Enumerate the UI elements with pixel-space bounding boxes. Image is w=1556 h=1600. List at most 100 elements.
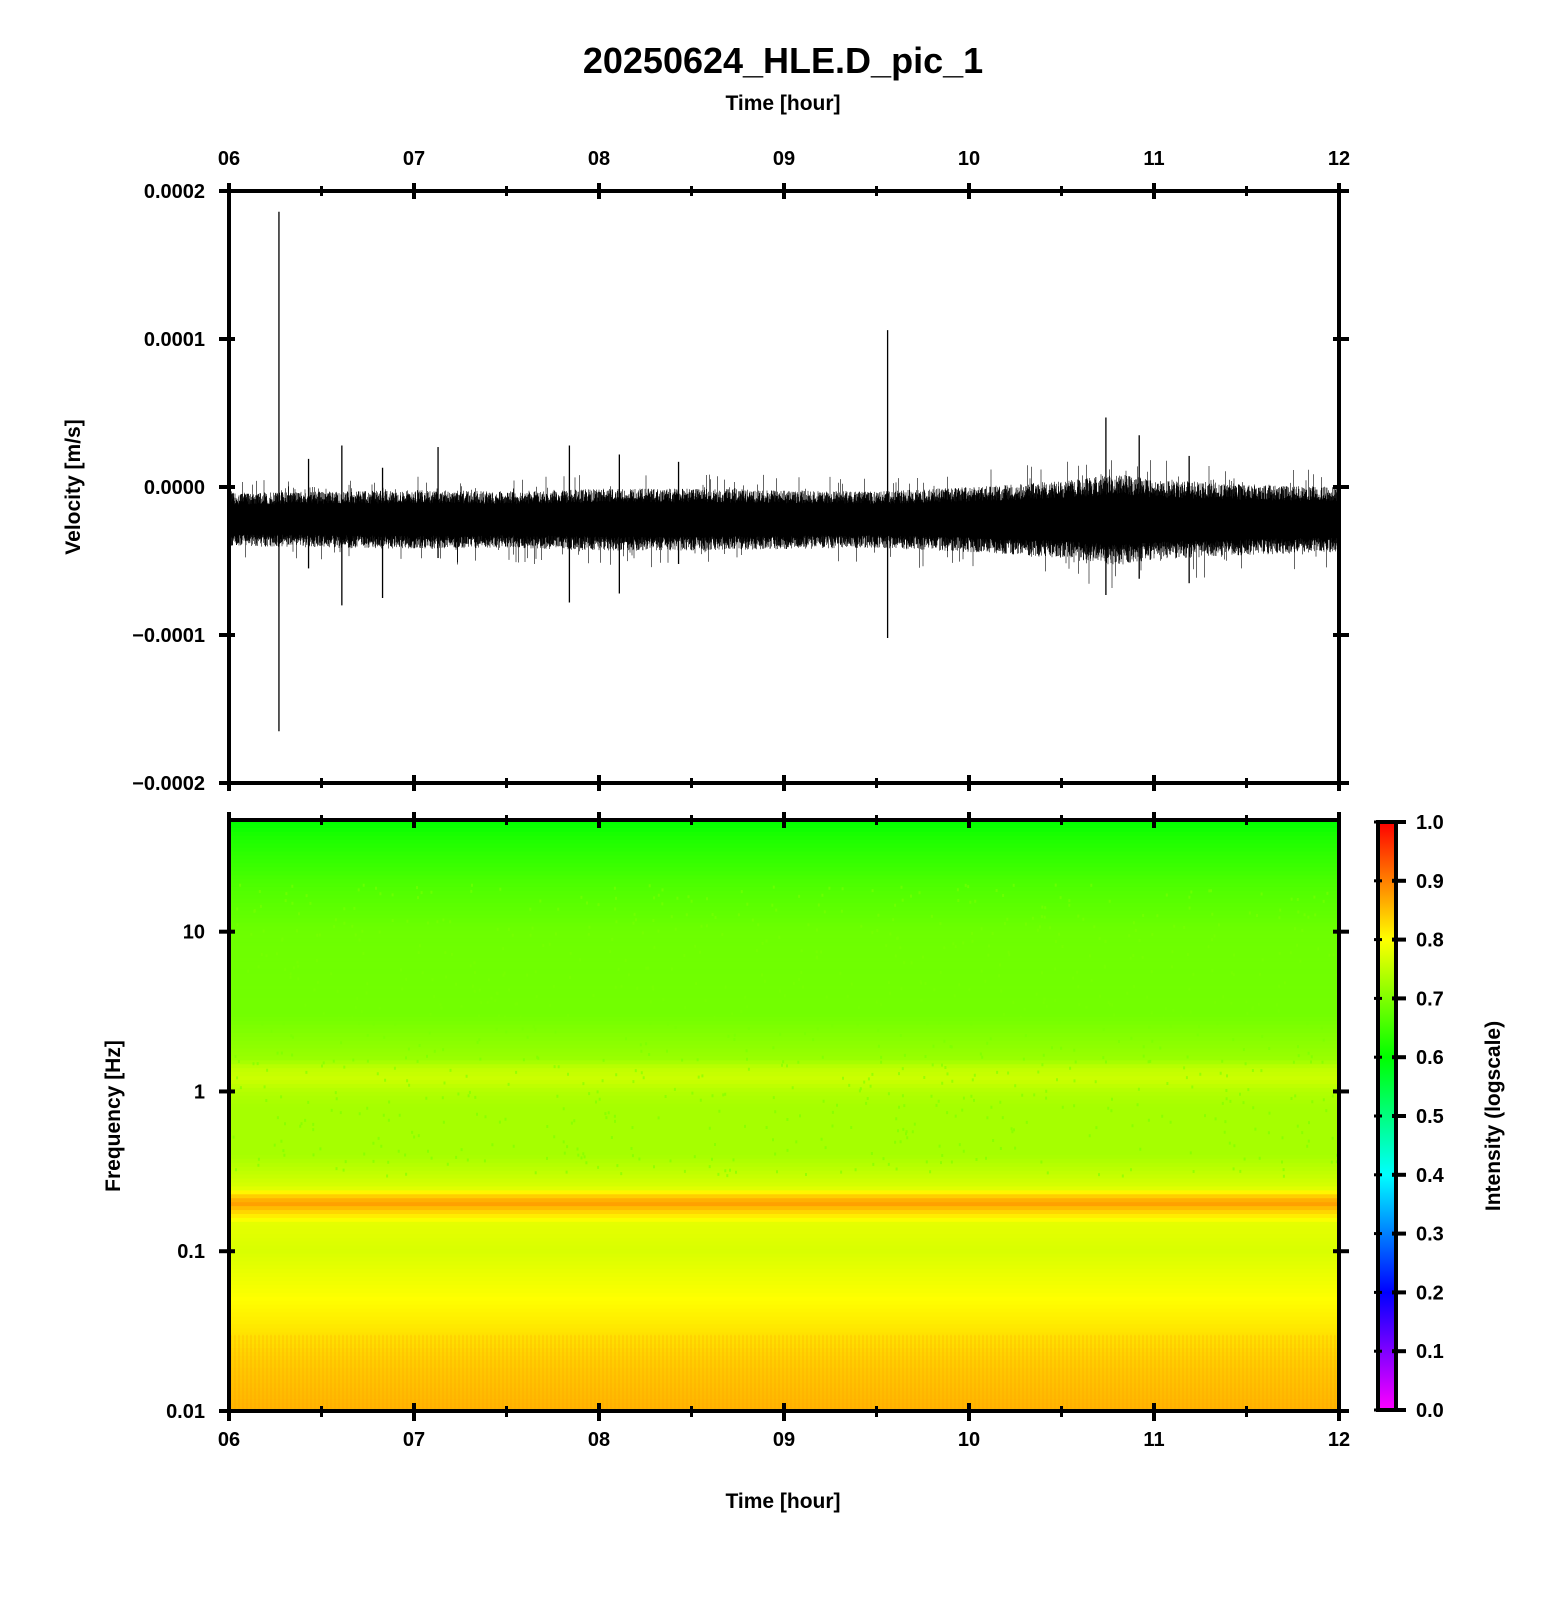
spectrogram-row <box>229 1241 1339 1247</box>
spectrogram-row <box>229 1355 1339 1361</box>
spectrogram-row <box>229 1186 1339 1191</box>
spectrogram-row <box>229 989 1339 994</box>
spectrogram-row <box>229 1150 1339 1156</box>
spectrogram-row <box>229 1225 1339 1231</box>
colorbar-tick-label: 0.0 <box>1416 1400 1444 1422</box>
spectrogram-row <box>229 969 1339 975</box>
spectrogram-row <box>229 1009 1339 1014</box>
figure-title: 20250624_HLE.D_pic_1 <box>583 40 983 81</box>
spectrogram-row <box>229 1304 1339 1310</box>
spectrogram-row <box>229 1308 1339 1314</box>
spectrogram-row <box>229 1107 1339 1113</box>
spectrogram-row <box>229 1127 1339 1132</box>
spectrogram-row <box>229 1182 1339 1188</box>
spectrogram-row <box>229 1371 1339 1377</box>
spectrogram-row <box>229 1316 1339 1321</box>
spectrogram-row <box>229 910 1339 916</box>
spectrogram-row <box>229 894 1339 900</box>
spectrogram-row <box>229 875 1339 880</box>
spectrogram-row <box>229 1143 1339 1148</box>
spectrogram-row <box>229 1217 1339 1223</box>
spectrogram-row <box>229 1194 1339 1199</box>
spectrogram-row <box>229 1273 1339 1278</box>
spectrogram-row <box>229 1344 1339 1349</box>
spectrogram-row <box>229 973 1339 979</box>
spectrogram-row <box>229 1253 1339 1258</box>
spectrogram-row <box>229 1399 1339 1404</box>
waveform-x-tick-label: 08 <box>588 148 610 170</box>
spectrogram-row <box>229 855 1339 860</box>
waveform-y-tick-label: −0.0001 <box>132 625 205 647</box>
spectrogram-row <box>229 1367 1339 1373</box>
waveform-panel: 06 07 08 09 10 11 12 −0.0002 −0.0001 0.0000 0.000… <box>62 148 1350 795</box>
spectrogram-row <box>229 851 1339 857</box>
spectrogram-row <box>229 827 1339 833</box>
spectrogram-row <box>229 1237 1339 1243</box>
spectrogram-row <box>229 1170 1339 1176</box>
spectrogram-row <box>229 1072 1339 1077</box>
spectrogram-plot-area <box>229 820 1339 1412</box>
spectrogram-row <box>229 1249 1339 1254</box>
spectrogram-y-tick-label: 10 <box>183 922 205 944</box>
spectrogram-row <box>229 1056 1339 1061</box>
spectrogram-row <box>229 1202 1339 1207</box>
spectrogram-row <box>229 1210 1339 1215</box>
spectrogram-row <box>229 1076 1339 1081</box>
spectrogram-row <box>229 1190 1339 1195</box>
spectrogram-row <box>229 1375 1339 1381</box>
spectrogram-row <box>229 1135 1339 1140</box>
spectrogram-row <box>229 886 1339 892</box>
spectrogram-row <box>229 1300 1339 1306</box>
spectrogram-row <box>229 839 1339 845</box>
spectrogram-x-tick-label: 12 <box>1328 1429 1350 1451</box>
colorbar-tick-label: 0.2 <box>1416 1282 1444 1304</box>
waveform-x-tick-label: 12 <box>1328 148 1350 170</box>
spectrogram-row <box>229 1178 1339 1184</box>
spectrogram-row <box>229 1064 1339 1069</box>
spectrogram-row <box>229 961 1339 967</box>
spectrogram-row <box>229 867 1339 872</box>
spectrogram-row <box>229 1174 1339 1180</box>
spectrogram-row <box>229 1147 1339 1152</box>
waveform-x-tick-label: 11 <box>1143 148 1164 170</box>
waveform-top-x-ticks: 06 07 08 09 10 11 12 <box>218 148 1350 791</box>
spectrogram-row <box>229 1265 1339 1270</box>
spectrogram-row <box>229 1257 1339 1262</box>
spectrogram-row <box>229 1095 1339 1101</box>
spectrogram-row <box>229 1123 1339 1128</box>
waveform-x-tick-label: 09 <box>773 148 795 170</box>
spectrogram-row <box>229 1115 1339 1121</box>
waveform-y-ticks: −0.0002 −0.0001 0.0000 0.0001 0.0002 <box>132 181 1349 795</box>
spectrogram-row <box>229 938 1339 943</box>
spectrogram-row <box>229 1332 1339 1337</box>
spectrogram-x-tick-label: 11 <box>1143 1429 1164 1451</box>
spectrogram-row <box>229 863 1339 868</box>
spectrogram-x-tick-label: 09 <box>773 1429 795 1451</box>
spectrogram-row <box>229 946 1339 951</box>
colorbar-tick-label: 0.9 <box>1416 871 1444 893</box>
spectrogram-row <box>229 934 1339 939</box>
spectrogram-row <box>229 1083 1339 1089</box>
spectrogram-row <box>229 1032 1339 1038</box>
spectrogram-row <box>229 1296 1339 1302</box>
spectrogram-row <box>229 1261 1339 1266</box>
colorbar: 0.0 0.1 0.2 0.3 0.4 0.5 0.6 0.7 0.8 0.9 1.0 Intens… <box>1374 812 1505 1422</box>
spectrogram-row <box>229 1103 1339 1109</box>
spectrogram-row <box>229 1379 1339 1385</box>
spectrogram-row <box>229 847 1339 853</box>
colorbar-tick-label: 0.6 <box>1416 1047 1444 1069</box>
waveform-x-tick-label: 07 <box>403 148 425 170</box>
spectrogram-row <box>229 1206 1339 1211</box>
spectrogram-x-axis-title: Time [hour] <box>725 1490 840 1513</box>
spectrogram-row <box>229 1328 1339 1333</box>
spectrogram-row <box>229 1036 1339 1042</box>
spectrogram-row <box>229 950 1339 955</box>
spectrogram-row <box>229 1269 1339 1274</box>
spectrogram-row <box>229 1288 1339 1294</box>
spectrogram-row <box>229 1233 1339 1239</box>
spectrogram-row <box>229 1131 1339 1136</box>
spectrogram-row <box>229 926 1339 931</box>
spectrogram-y-tick-label: 0.1 <box>177 1241 205 1263</box>
spectrogram-row <box>229 977 1339 983</box>
